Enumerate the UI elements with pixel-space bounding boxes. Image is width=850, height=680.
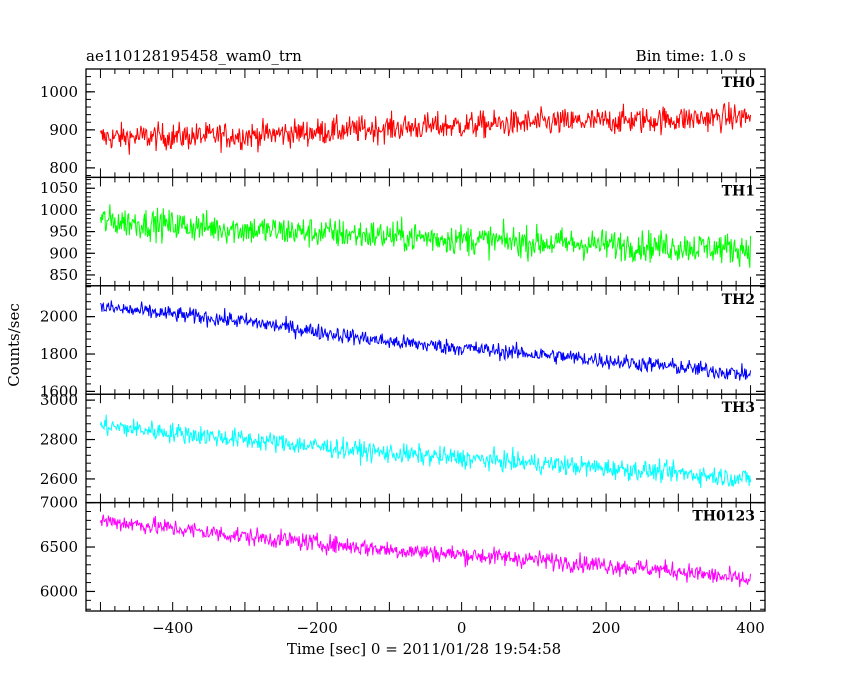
x-tick-label: 400 [736,619,765,637]
series-line-th0 [99,101,752,155]
panel-frame [85,393,766,504]
series-line-th2 [100,300,752,381]
x-axis-label: Time [sec] 0 = 2011/01/28 19:54:58 [287,640,561,658]
y-tick-label: 800 [49,159,78,177]
chart-title: ae110128195458_wam0_trn [86,47,302,65]
y-tick-label: 1800 [40,345,78,363]
panel-th0123: 6000 6500 7000 TH0123 [40,494,766,612]
y-tick-label: 6500 [40,538,78,556]
x-tick-label: 0 [457,619,467,637]
panel-label: TH2 [722,292,755,308]
y-tick-label: 850 [49,266,78,284]
series-line-th1 [99,204,752,268]
panel-th1: 850 900 950 1000 1050 TH1 [40,176,766,287]
y-tick-label: 1000 [40,201,78,219]
x-tick-label: −200 [297,619,338,637]
y-tick-label: 1000 [40,83,78,101]
panel-th2: 1600 1800 2000 TH2 [40,285,766,400]
panel-label: TH0123 [692,509,755,525]
series-line-th0123 [99,514,752,588]
y-tick-label: 7000 [40,494,78,512]
panel-label: TH1 [722,183,755,199]
y-tick-label: 3000 [40,391,78,409]
panel-frame [85,501,766,612]
y-tick-label: 950 [49,223,78,241]
y-tick-label: 900 [49,121,78,139]
panel-label: TH0 [722,75,756,91]
y-tick-label: 1050 [40,179,78,197]
series-line-th3 [99,414,752,489]
y-tick-label: 900 [49,244,78,262]
panel-label: TH3 [722,400,755,416]
bin-time-label: Bin time: 1.0 s [636,47,746,65]
panel-th0: 800 900 1000 TH0 [40,68,766,179]
y-tick-label: 6000 [40,582,78,600]
panel-frame [85,285,766,395]
x-tick-label: −400 [152,619,193,637]
panel-th3: 2600 2800 3000 TH3 [40,391,766,504]
x-tick-label: 200 [592,619,621,637]
y-tick-label: 2800 [40,431,78,449]
y-axis-label: Counts/sec [5,303,23,387]
y-tick-label: 1600 [40,382,78,400]
y-tick-label: 2600 [40,470,78,488]
y-tick-label: 2000 [40,308,78,326]
panels-group: 800 900 1000 TH0 850 900 950 1000 1050 TH1 1600 180… [40,68,766,637]
